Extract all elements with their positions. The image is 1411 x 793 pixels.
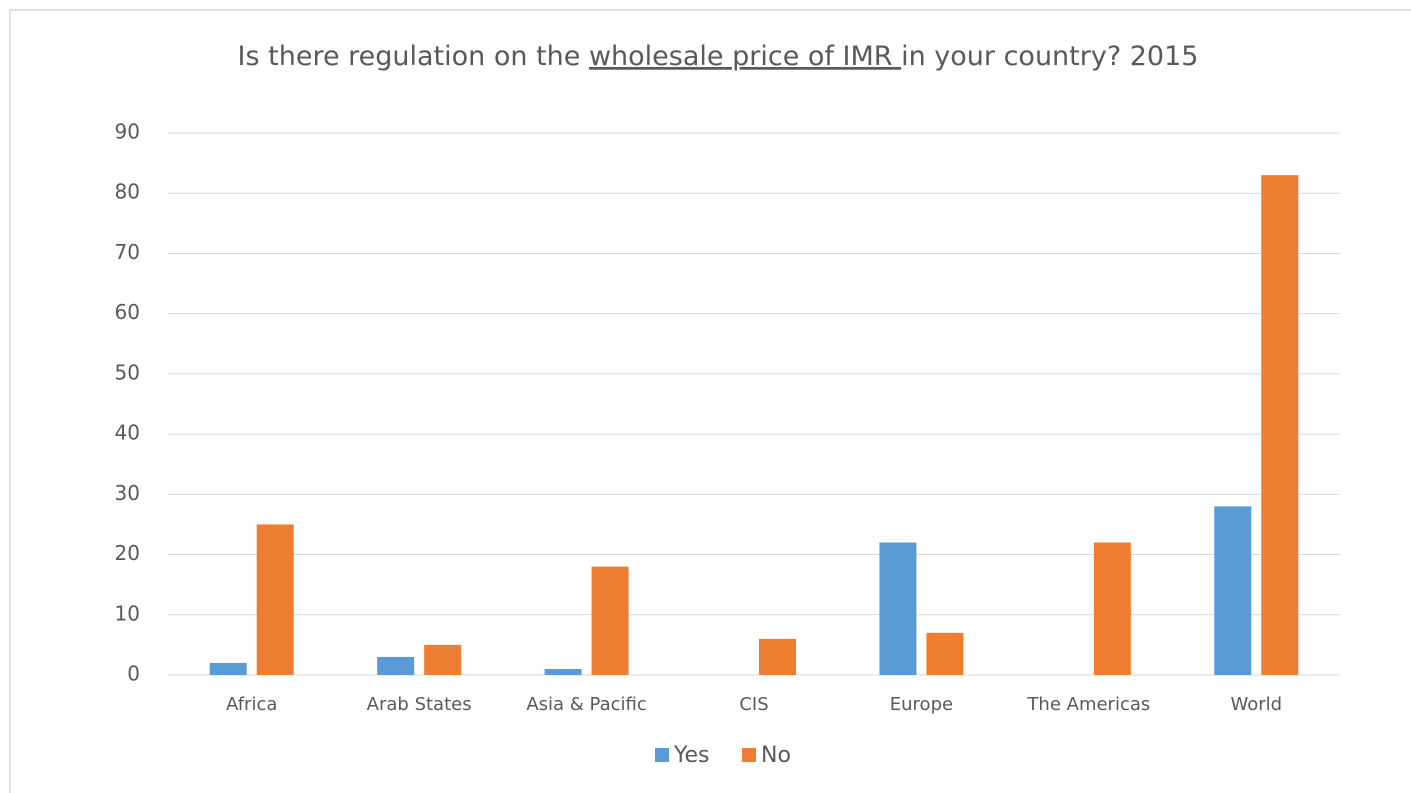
bar [926, 632, 964, 675]
title-part: wholesale price of IMR [589, 41, 901, 72]
bar [1214, 506, 1252, 675]
bar [544, 668, 582, 675]
y-tick-label: 90 [115, 120, 140, 144]
title-part: in your country? 2015 [901, 41, 1198, 72]
y-tick-label: 0 [127, 662, 140, 686]
x-tick-label: Asia & Pacific [526, 694, 646, 715]
bar [256, 524, 294, 675]
bar [879, 542, 917, 675]
x-tick-label: Europe [890, 694, 953, 715]
legend-label: No [761, 743, 791, 768]
x-tick-label: CIS [739, 694, 768, 715]
bar [591, 566, 629, 675]
y-tick-label: 70 [115, 240, 140, 264]
title-part: Is there regulation on the [238, 41, 589, 72]
x-tick-label: World [1230, 694, 1282, 715]
x-tick-label: The Americas [1026, 694, 1150, 715]
y-tick-label: 30 [115, 481, 140, 505]
bar [424, 644, 462, 675]
y-tick-label: 10 [115, 601, 140, 625]
x-tick-label: Arab States [367, 694, 472, 715]
y-tick-label: 40 [115, 421, 140, 445]
bar [209, 662, 247, 675]
legend-swatch [742, 748, 756, 762]
bar [1261, 175, 1299, 675]
y-tick-label: 60 [115, 300, 140, 324]
chart-frame [9, 9, 1411, 793]
y-tick-label: 80 [115, 180, 140, 204]
bar [759, 638, 796, 675]
bar [1093, 542, 1131, 675]
y-tick-label: 50 [115, 360, 140, 384]
y-tick-label: 20 [115, 541, 140, 565]
bar [377, 656, 415, 675]
chart-title: Is there regulation on the wholesale pri… [238, 41, 1199, 72]
legend-swatch [655, 748, 669, 762]
legend-label: Yes [673, 743, 710, 768]
x-tick-label: Africa [226, 694, 277, 715]
